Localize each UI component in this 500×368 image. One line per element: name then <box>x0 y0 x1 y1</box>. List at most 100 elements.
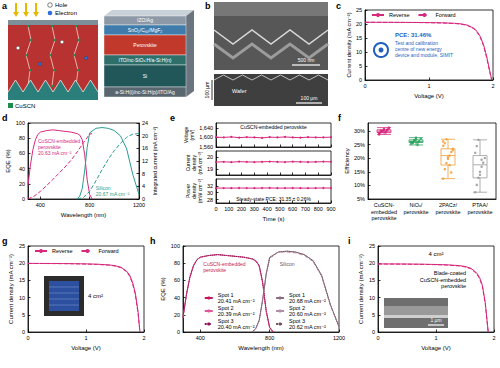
svg-text:10: 10 <box>356 49 362 55</box>
svg-text:20.40 mA cm⁻²: 20.40 mA cm⁻² <box>218 324 255 330</box>
svg-text:4: 4 <box>142 183 145 189</box>
svg-text:20.63 mA cm⁻²: 20.63 mA cm⁻² <box>38 150 72 156</box>
svg-text:15: 15 <box>356 35 362 41</box>
svg-text:900: 900 <box>326 206 335 212</box>
svg-text:10: 10 <box>19 295 25 301</box>
svg-text:20: 20 <box>19 181 25 187</box>
svg-text:20.41 mA cm⁻²: 20.41 mA cm⁻² <box>218 298 255 304</box>
svg-text:5: 5 <box>359 63 362 69</box>
svg-text:perovskite: perovskite <box>435 209 460 215</box>
svg-text:300: 300 <box>250 206 259 212</box>
svg-text:h: h <box>150 236 156 246</box>
svg-text:Blade-coated: Blade-coated <box>434 270 466 276</box>
svg-text:15: 15 <box>19 277 25 283</box>
svg-text:16: 16 <box>142 145 148 151</box>
svg-text:Voltage (V): Voltage (V) <box>421 345 451 351</box>
svg-text:(mW cm⁻²): (mW cm⁻²) <box>197 178 203 203</box>
svg-text:1,640: 1,640 <box>199 125 213 131</box>
svg-text:Forward: Forward <box>435 12 455 18</box>
svg-text:800: 800 <box>265 335 274 341</box>
svg-text:g: g <box>2 236 8 246</box>
svg-text:30: 30 <box>207 190 213 196</box>
svg-text:Electron: Electron <box>55 10 77 16</box>
svg-text:Si: Si <box>143 73 147 79</box>
svg-text:20.67 mA cm⁻²: 20.67 mA cm⁻² <box>96 191 130 197</box>
svg-text:700: 700 <box>301 206 310 212</box>
svg-text:Reverse: Reverse <box>52 248 72 254</box>
svg-text:60: 60 <box>174 277 180 283</box>
svg-text:20.39 mA cm⁻²: 20.39 mA cm⁻² <box>218 311 255 317</box>
svg-text:80: 80 <box>19 135 25 141</box>
svg-text:0: 0 <box>363 83 366 89</box>
svg-text:4 cm²: 4 cm² <box>429 251 444 257</box>
svg-text:Wavelength (nm): Wavelength (nm) <box>238 345 283 351</box>
svg-text:8: 8 <box>142 171 145 177</box>
svg-text:19: 19 <box>207 166 213 172</box>
svg-text:Perovskite: Perovskite <box>133 42 157 48</box>
svg-text:400: 400 <box>263 206 272 212</box>
svg-text:e: e <box>170 113 175 123</box>
svg-text:100: 100 <box>16 120 25 126</box>
svg-text:1: 1 <box>434 335 437 341</box>
svg-text:perovskite: perovskite <box>403 209 428 215</box>
svg-text:(mA cm⁻²): (mA cm⁻²) <box>197 151 203 174</box>
svg-text:100 µm: 100 µm <box>301 95 318 101</box>
svg-text:4 cm²: 4 cm² <box>88 293 103 299</box>
svg-text:32: 32 <box>207 183 213 189</box>
svg-text:ITO/nc-SiOₓ:H/a-Si:H(n): ITO/nc-SiOₓ:H/a-Si:H(n) <box>119 57 172 63</box>
svg-text:800: 800 <box>314 206 323 212</box>
svg-text:40: 40 <box>19 166 25 172</box>
svg-text:Wavelength (nm): Wavelength (nm) <box>61 212 106 218</box>
svg-text:500 nm: 500 nm <box>298 57 315 63</box>
svg-text:2: 2 <box>492 335 495 341</box>
svg-text:20: 20 <box>207 154 213 160</box>
svg-text:1,560: 1,560 <box>199 144 213 150</box>
svg-text:5: 5 <box>22 312 25 318</box>
svg-text:1200: 1200 <box>133 202 145 208</box>
svg-text:25: 25 <box>19 243 25 249</box>
svg-text:25: 25 <box>369 243 375 249</box>
svg-text:200: 200 <box>237 206 246 212</box>
svg-text:2: 2 <box>142 335 145 341</box>
svg-text:b: b <box>205 1 211 11</box>
svg-text:Current density (mA cm⁻²): Current density (mA cm⁻²) <box>8 254 14 324</box>
svg-text:Time (s): Time (s) <box>263 216 285 222</box>
svg-text:24: 24 <box>142 120 148 126</box>
svg-text:Silicon: Silicon <box>280 261 295 267</box>
svg-text:Efficiency: Efficiency <box>344 148 350 174</box>
svg-text:i: i <box>348 236 351 246</box>
svg-text:0: 0 <box>372 329 375 335</box>
svg-text:a-Si:H(i)/nc-Si:H(p)/ITO/Ag: a-Si:H(i)/nc-Si:H(p)/ITO/Ag <box>115 89 175 95</box>
svg-text:0: 0 <box>376 335 379 341</box>
svg-text:5: 5 <box>372 312 375 318</box>
svg-text:CuSCN-embedded: CuSCN-embedded <box>420 277 466 283</box>
svg-text:Voltage (V): Voltage (V) <box>71 345 101 351</box>
svg-text:20.62 mA cm⁻²: 20.62 mA cm⁻² <box>289 324 326 330</box>
svg-text:device and module, SIMIT: device and module, SIMIT <box>395 52 453 58</box>
svg-text:Reverse: Reverse <box>389 12 409 18</box>
svg-text:400: 400 <box>36 202 45 208</box>
svg-text:10%: 10% <box>354 182 365 188</box>
svg-text:d: d <box>2 113 8 123</box>
svg-text:perovskite: perovskite <box>371 215 396 221</box>
svg-text:perovskite: perovskite <box>203 267 226 273</box>
svg-text:0: 0 <box>22 196 25 202</box>
svg-text:Current density (mA cm⁻²): Current density (mA cm⁻²) <box>346 12 352 77</box>
svg-text:c: c <box>336 1 341 11</box>
svg-text:400: 400 <box>196 335 205 341</box>
svg-text:600: 600 <box>288 206 297 212</box>
svg-text:Forward: Forward <box>98 248 118 254</box>
svg-text:CuSCN-: CuSCN- <box>374 202 395 208</box>
svg-text:28: 28 <box>207 197 213 203</box>
svg-text:20.68 mA cm⁻²: 20.68 mA cm⁻² <box>289 298 326 304</box>
svg-text:60: 60 <box>19 150 25 156</box>
svg-text:a: a <box>2 1 8 11</box>
svg-text:1: 1 <box>427 83 430 89</box>
svg-text:30%: 30% <box>354 128 365 134</box>
svg-text:20: 20 <box>174 312 180 318</box>
svg-text:embedded: embedded <box>371 209 397 215</box>
svg-text:80: 80 <box>174 260 180 266</box>
svg-text:20: 20 <box>356 21 362 27</box>
svg-text:0: 0 <box>177 329 180 335</box>
svg-text:1: 1 <box>84 335 87 341</box>
